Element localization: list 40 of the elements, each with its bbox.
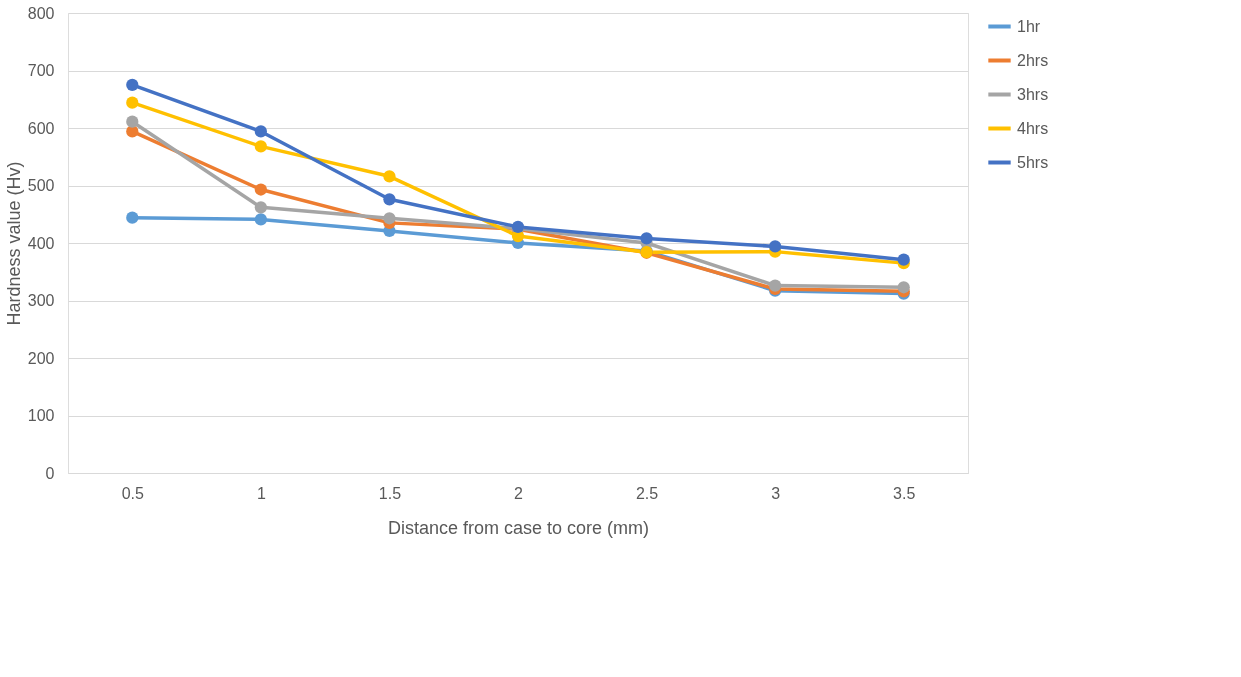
point xyxy=(383,193,396,206)
x-tick-label: 0.5 xyxy=(121,484,144,502)
y-tick-label: 500 xyxy=(27,177,55,194)
point xyxy=(126,211,139,224)
point xyxy=(126,96,139,109)
y-tick-label: 800 xyxy=(27,4,55,22)
legend-label: 5hrs xyxy=(1017,153,1049,171)
x-axis-title: Distance from case to core (mm) xyxy=(387,517,650,538)
point xyxy=(897,253,910,266)
point xyxy=(254,183,267,196)
legend-label: 3hrs xyxy=(1017,85,1049,103)
x-tick-label: 3 xyxy=(771,484,781,502)
y-axis-title: Hardness value (Hv) xyxy=(3,161,24,326)
point xyxy=(254,201,267,214)
point xyxy=(897,281,910,294)
point xyxy=(640,232,653,245)
point xyxy=(254,125,267,138)
point xyxy=(254,213,267,226)
y-tick-label: 0 xyxy=(45,464,55,482)
y-tick-label: 400 xyxy=(27,234,55,252)
point xyxy=(383,170,396,183)
point xyxy=(769,279,782,292)
y-tick-label: 700 xyxy=(27,62,55,79)
point xyxy=(254,140,267,153)
x-tick-label: 2 xyxy=(514,484,524,502)
legend-label: 4hrs xyxy=(1017,119,1049,137)
point xyxy=(383,212,396,225)
x-tick-label: 3.5 xyxy=(893,484,916,502)
y-tick-label: 300 xyxy=(27,292,55,309)
x-tick-label: 1.5 xyxy=(378,484,402,502)
point xyxy=(126,115,139,128)
x-tick-label: 1 xyxy=(256,484,266,502)
legend-label: 1hr xyxy=(1017,17,1041,35)
point xyxy=(769,240,782,253)
point xyxy=(126,78,139,91)
x-tick-label: 2.5 xyxy=(635,484,659,502)
y-tick-label: 100 xyxy=(27,407,55,424)
y-tick-label: 600 xyxy=(27,119,55,137)
legend-label: 2hrs xyxy=(1017,51,1049,69)
y-tick-label: 200 xyxy=(27,349,55,367)
